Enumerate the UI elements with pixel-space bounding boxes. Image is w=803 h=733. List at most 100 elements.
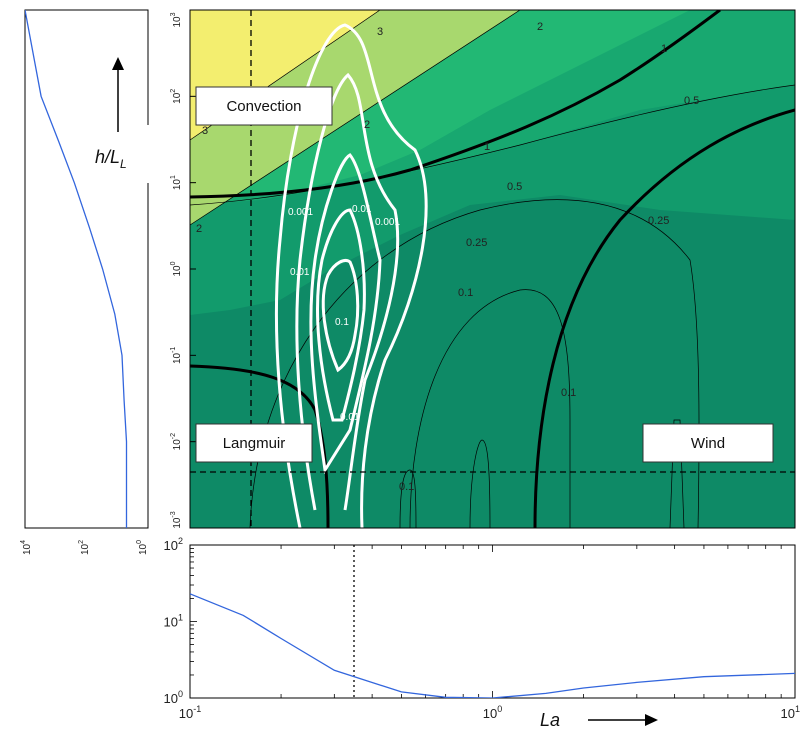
contour-label-05b: 0.5 bbox=[507, 181, 522, 193]
tick-exponent: 3 bbox=[170, 12, 177, 16]
tick-base: 10 bbox=[80, 543, 91, 555]
tick-base: 10 bbox=[164, 615, 178, 630]
main-y-tick-label: 10-1 bbox=[170, 347, 183, 364]
bottom-x-tick-label: 100 bbox=[483, 704, 502, 721]
pdf-label-001b: 0.01 bbox=[290, 267, 310, 278]
regime-label-convection: Convection bbox=[195, 86, 333, 126]
tick-base: 10 bbox=[172, 439, 183, 451]
tick-base: 10 bbox=[172, 16, 183, 28]
pdf-label-0001a: 0.001 bbox=[288, 207, 313, 218]
left-series-line bbox=[25, 10, 128, 528]
contour-line-right-thick bbox=[533, 108, 795, 528]
contour-label-2c: 2 bbox=[196, 223, 202, 235]
tick-exponent: 0 bbox=[497, 704, 502, 714]
bottom-y-tick-label: 101 bbox=[164, 613, 183, 630]
left-x-tick-label: 100 bbox=[136, 540, 149, 555]
tick-exponent: 0 bbox=[136, 540, 143, 544]
tick-base: 10 bbox=[172, 179, 183, 191]
main-y-tick-label: 103 bbox=[170, 12, 183, 27]
y-axis-arrowhead bbox=[112, 57, 124, 70]
pdf-contour-01b bbox=[316, 208, 366, 422]
bottom-series-line bbox=[190, 593, 795, 698]
pdf-label-001c: 0.01 bbox=[340, 412, 360, 423]
bottom-y-tick-label: 100 bbox=[164, 689, 183, 706]
bottom-plot-frame bbox=[189, 544, 796, 699]
left-plot-frame bbox=[24, 9, 149, 529]
contour-label-01b: 0.1 bbox=[561, 387, 576, 399]
contour-label-01a: 0.1 bbox=[458, 287, 473, 299]
contour-label-05a: 0.5 bbox=[684, 95, 699, 107]
main-y-tick-label: 101 bbox=[170, 175, 183, 190]
tick-base: 10 bbox=[781, 706, 795, 721]
regime-label-langmuir-text: Langmuir bbox=[223, 435, 286, 452]
bottom-ticks-inner bbox=[189, 545, 782, 699]
main-y-tick-label: 10-3 bbox=[170, 511, 183, 528]
bottom-x-ticks: 10-1 100 101 bbox=[179, 704, 800, 721]
contour-label-2a: 2 bbox=[537, 21, 543, 33]
contour-line-01c bbox=[669, 419, 685, 528]
contour-label-025a: 0.25 bbox=[466, 237, 487, 249]
tick-exponent: -1 bbox=[170, 347, 177, 353]
pdf-label-0001b: 0.001 bbox=[375, 217, 400, 228]
tick-exponent: 2 bbox=[178, 536, 183, 546]
x-axis-label-group: La bbox=[540, 710, 658, 730]
tick-exponent: -2 bbox=[170, 433, 177, 439]
y-axis-label: h/LL bbox=[95, 147, 127, 171]
main-y-tick-label: 102 bbox=[170, 89, 183, 104]
contour-label-025b: 0.25 bbox=[648, 215, 669, 227]
pdf-contour-01a bbox=[309, 153, 382, 475]
tick-base: 10 bbox=[179, 706, 193, 721]
pdf-contour-01c bbox=[321, 259, 360, 373]
tick-exponent: 0 bbox=[170, 261, 177, 265]
tick-exponent: 2 bbox=[170, 89, 177, 93]
tick-exponent: 4 bbox=[20, 540, 27, 544]
regime-label-wind-text: Wind bbox=[691, 435, 725, 452]
tick-exponent: 1 bbox=[170, 175, 177, 179]
contour-label-3b: 3 bbox=[202, 125, 208, 137]
x-axis-label: La bbox=[540, 710, 560, 730]
regime-label-convection-text: Convection bbox=[226, 98, 301, 115]
contour-label-01c: 0.1 bbox=[399, 481, 414, 493]
tick-exponent: 1 bbox=[178, 613, 183, 623]
tick-exponent: 2 bbox=[78, 540, 85, 544]
left-x-tick-label: 102 bbox=[78, 540, 91, 555]
contour-line-01 bbox=[409, 289, 571, 528]
main-y-tick-label: 100 bbox=[170, 261, 183, 276]
tick-exponent: -3 bbox=[170, 511, 177, 517]
main-contour-plot: 3 2 3 2 2 1 1 0.5 0.5 0.25 0.25 0.1 0.1 … bbox=[170, 9, 796, 529]
bottom-x-tick-label: 10-1 bbox=[179, 704, 201, 721]
contour-line-1 bbox=[190, 10, 721, 199]
tick-base: 10 bbox=[164, 538, 178, 553]
tick-base: 10 bbox=[172, 517, 183, 529]
pdf-contour-001 bbox=[295, 72, 400, 511]
tick-exponent: 1 bbox=[795, 704, 800, 714]
contour-label-3a: 3 bbox=[377, 26, 383, 38]
contour-line-lower-thick bbox=[190, 364, 330, 528]
contour-label-1b: 1 bbox=[484, 141, 490, 153]
tick-base: 10 bbox=[483, 706, 497, 721]
tick-base: 10 bbox=[22, 543, 33, 555]
regime-label-wind: Wind bbox=[642, 423, 774, 463]
tick-base: 10 bbox=[172, 92, 183, 104]
tick-exponent: -1 bbox=[193, 704, 201, 714]
tick-exponent: 0 bbox=[178, 689, 183, 699]
tick-base: 10 bbox=[164, 691, 178, 706]
contour-label-2b: 2 bbox=[364, 119, 370, 131]
contour-line-05 bbox=[190, 84, 795, 206]
x-axis-arrowhead bbox=[645, 714, 658, 726]
pdf-label-001a: 0.01 bbox=[352, 204, 372, 215]
tick-base: 10 bbox=[172, 352, 183, 364]
regime-label-langmuir: Langmuir bbox=[195, 423, 313, 463]
y-axis-label-main: h/L bbox=[95, 147, 120, 167]
main-y-tick-label: 10-2 bbox=[170, 433, 183, 450]
bottom-y-tick-label: 102 bbox=[164, 536, 183, 553]
tick-base: 10 bbox=[172, 265, 183, 277]
pdf-contour-0001 bbox=[274, 23, 428, 528]
pdf-contours bbox=[274, 23, 428, 528]
